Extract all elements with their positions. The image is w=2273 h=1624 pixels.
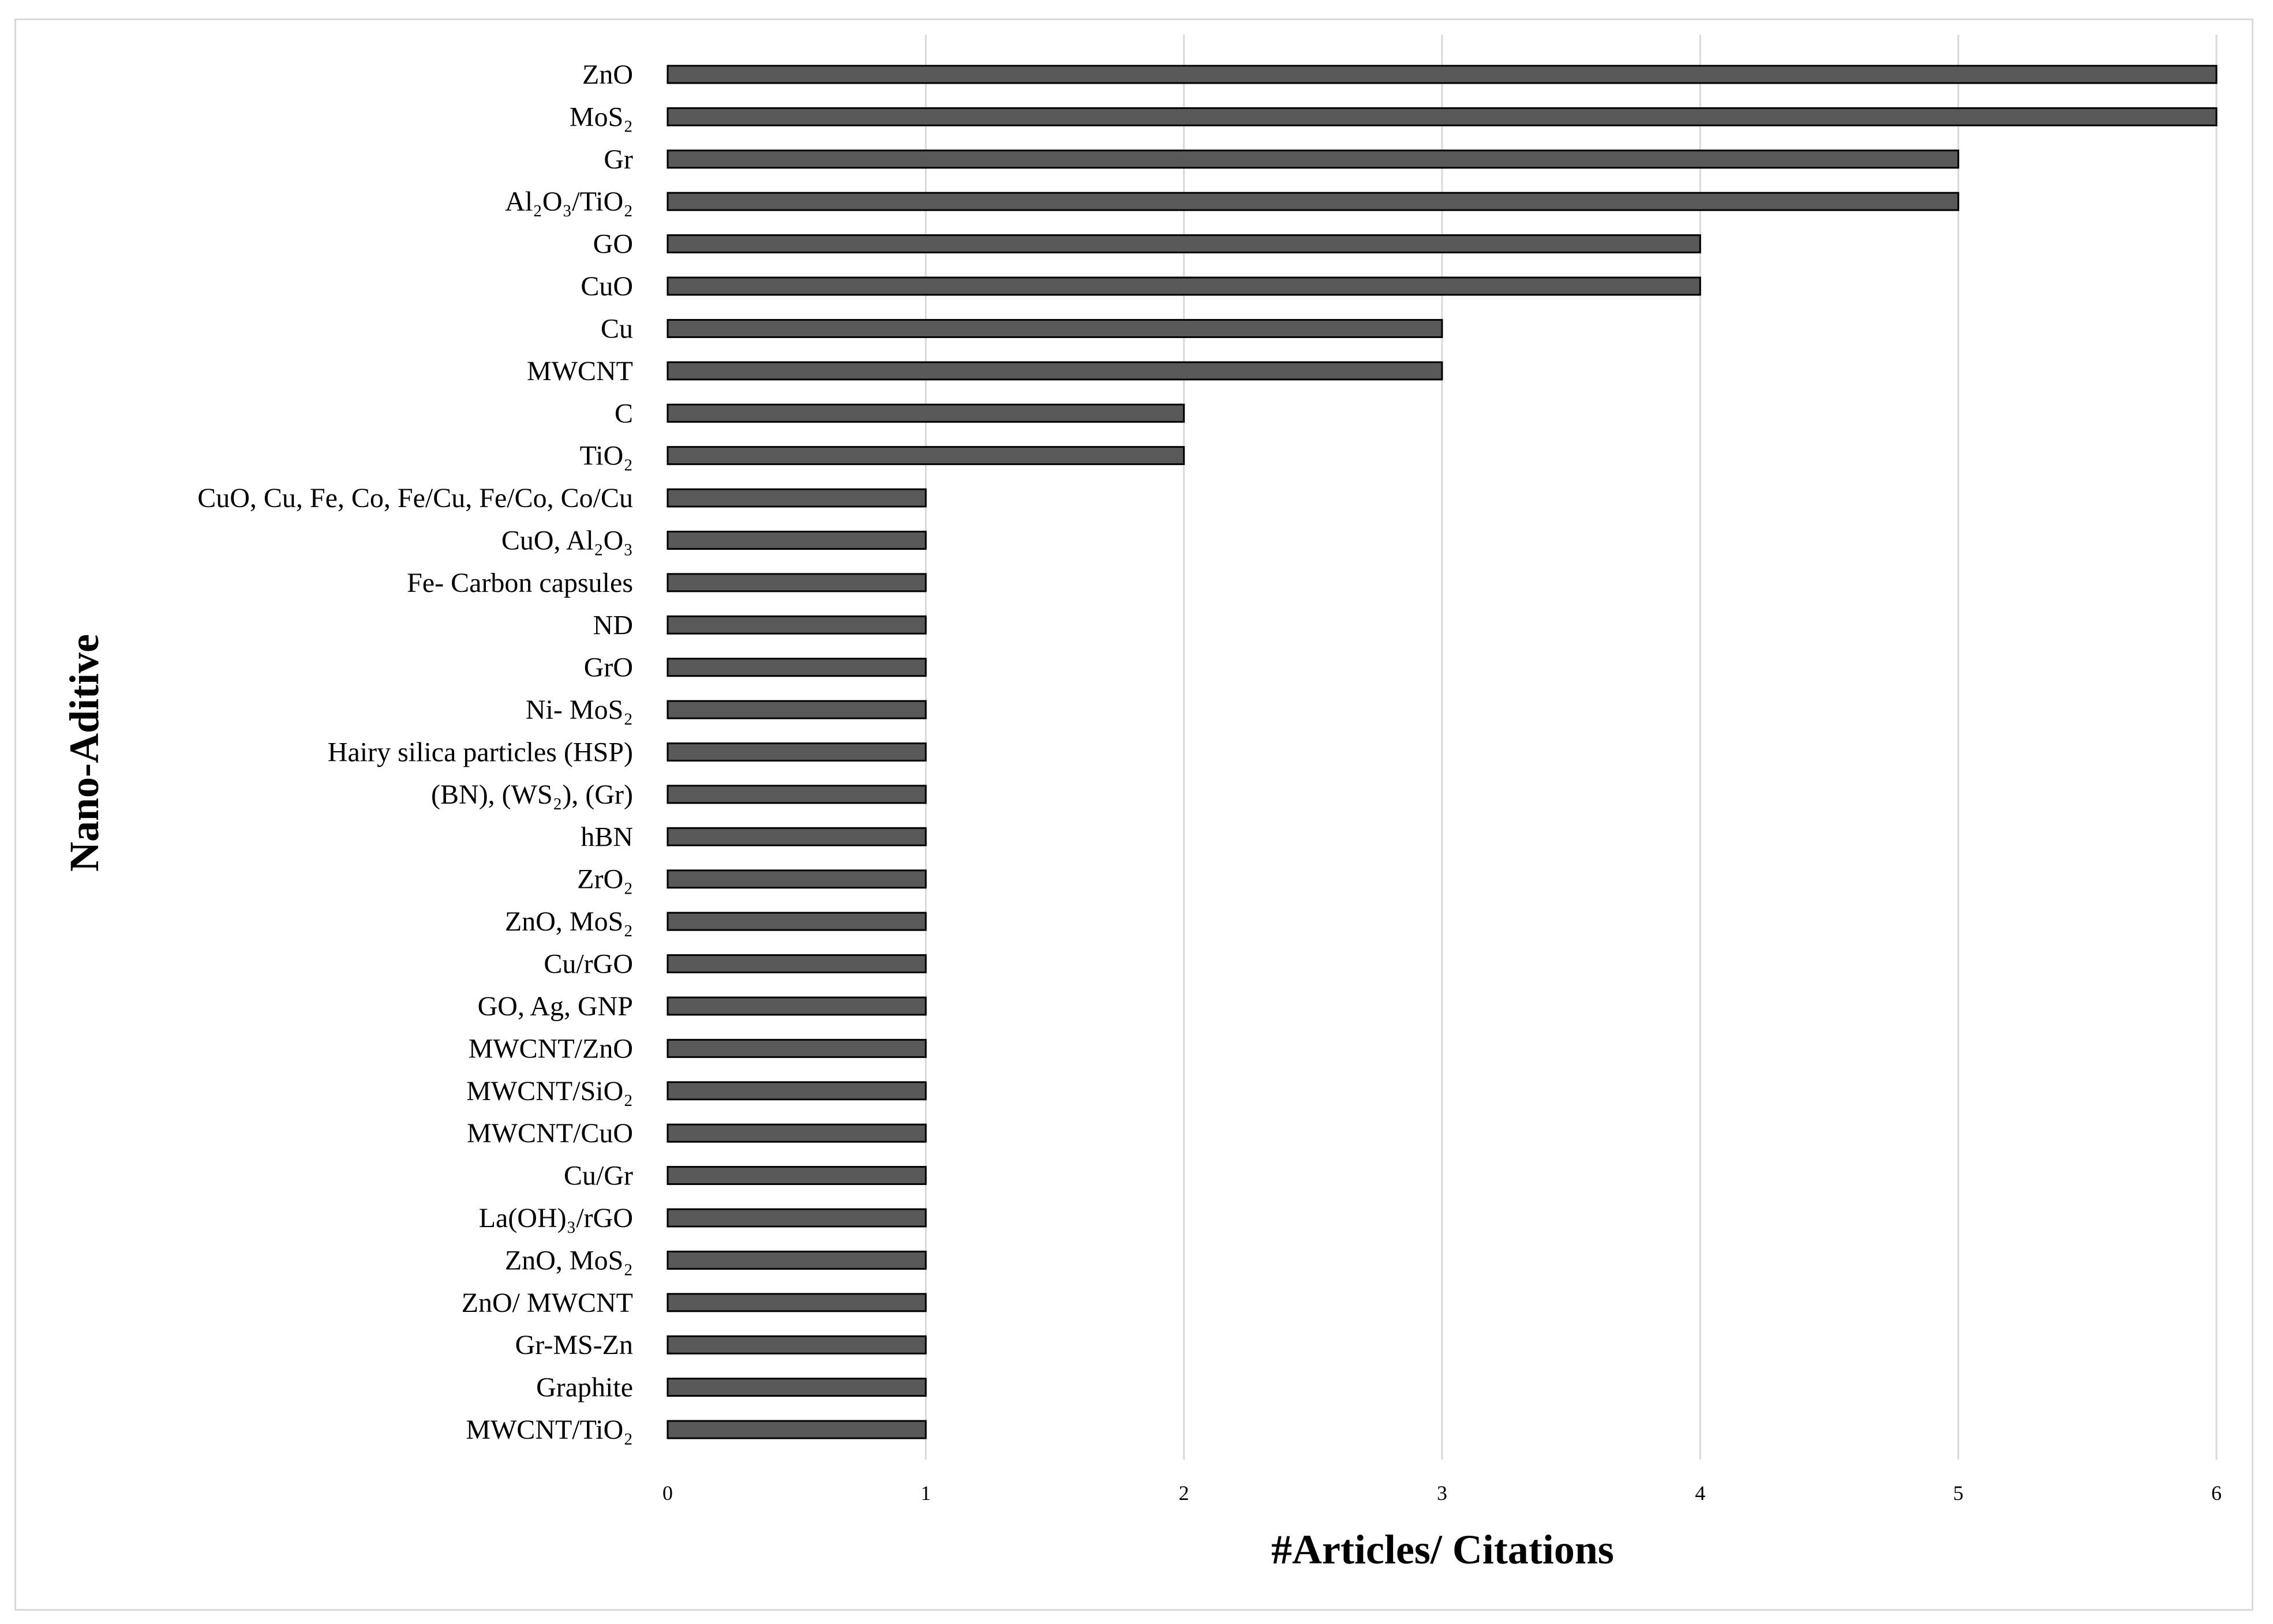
bar bbox=[666, 1378, 927, 1397]
x-tick-label: 6 bbox=[2211, 1482, 2222, 1505]
category-label: Cu/rGO bbox=[544, 949, 633, 980]
bar bbox=[666, 954, 927, 974]
bar bbox=[666, 1038, 927, 1058]
bar bbox=[666, 1123, 927, 1143]
bar bbox=[666, 530, 927, 550]
bar bbox=[666, 488, 927, 508]
category-label: ZnO, MoS₂ bbox=[505, 906, 633, 937]
category-label: MWCNT/TiO₂ bbox=[466, 1415, 633, 1445]
category-label: GO, Ag, GNP bbox=[478, 991, 633, 1022]
x-tick-label: 3 bbox=[1437, 1482, 1447, 1505]
category-label: (BN), (WS₂), (Gr) bbox=[431, 779, 633, 810]
bar bbox=[666, 996, 927, 1016]
category-label: ZnO, MoS₂ bbox=[505, 1245, 633, 1276]
bar bbox=[666, 446, 1185, 466]
category-label: TiO₂ bbox=[580, 441, 633, 471]
x-tick-label: 2 bbox=[1179, 1482, 1189, 1505]
bar bbox=[666, 149, 1960, 169]
category-label: C bbox=[615, 398, 633, 429]
category-label: ZnO/ MWCNT bbox=[462, 1288, 633, 1318]
bar bbox=[666, 318, 1443, 338]
bar bbox=[666, 1166, 927, 1186]
category-label: CuO, Cu, Fe, Co, Fe/Cu, Fe/Co, Co/Cu bbox=[197, 483, 633, 513]
bar bbox=[666, 192, 1960, 211]
bar bbox=[666, 573, 927, 592]
bar bbox=[666, 912, 927, 931]
category-label: ZnO bbox=[582, 59, 633, 90]
category-label: Gr-MS-Zn bbox=[515, 1330, 633, 1360]
bar bbox=[666, 785, 927, 804]
bar bbox=[666, 65, 2218, 84]
category-label: ZrO₂ bbox=[577, 864, 633, 895]
bar bbox=[666, 1208, 927, 1228]
x-tick-labels: 0 1 2 3 4 5 6 bbox=[662, 1482, 2222, 1505]
category-label: Fe- Carbon capsules bbox=[407, 568, 633, 598]
bar bbox=[666, 403, 1185, 423]
category-label: MWCNT bbox=[527, 356, 633, 387]
category-label: MWCNT/CuO bbox=[467, 1118, 633, 1149]
category-label: MWCNT/SiO₂ bbox=[466, 1076, 633, 1107]
category-label: hBN bbox=[581, 822, 633, 852]
category-label: Gr bbox=[604, 144, 633, 175]
category-label: Al₂O₃/TiO₂ bbox=[505, 186, 633, 217]
bar bbox=[666, 1250, 927, 1270]
bar bbox=[666, 658, 927, 677]
bar bbox=[666, 742, 927, 762]
bar bbox=[666, 1335, 927, 1355]
bars bbox=[666, 65, 2218, 1439]
category-label: La(OH)₃/rGO bbox=[479, 1203, 633, 1233]
category-label: GO bbox=[593, 229, 633, 260]
category-labels: ZnO MoS₂ Gr Al₂O₃/TiO₂ GO CuO Cu MWCNT C TiO₂ CuO,… bbox=[197, 59, 633, 1445]
category-label: Ni- MoS₂ bbox=[526, 695, 633, 725]
category-label: MoS₂ bbox=[570, 102, 633, 132]
bar bbox=[666, 107, 2218, 126]
x-axis-title: #Articles/ Citations bbox=[1271, 1527, 1614, 1573]
category-label: CuO bbox=[581, 271, 633, 302]
bar bbox=[666, 1081, 927, 1101]
x-tick-label: 4 bbox=[1695, 1482, 1705, 1505]
x-tick-label: 1 bbox=[920, 1482, 931, 1505]
bar bbox=[666, 615, 927, 635]
bar bbox=[666, 1420, 927, 1439]
category-label: Graphite bbox=[536, 1372, 633, 1403]
bar bbox=[666, 869, 927, 889]
category-label: MWCNT/ZnO bbox=[469, 1033, 633, 1064]
bar bbox=[666, 361, 1443, 381]
category-label: Cu/Gr bbox=[564, 1161, 633, 1191]
x-tick-label: 0 bbox=[662, 1482, 673, 1505]
y-axis-title: Nano-Aditive bbox=[61, 634, 107, 872]
category-label: ND bbox=[593, 610, 633, 640]
bar bbox=[666, 276, 1701, 296]
bar bbox=[666, 700, 927, 719]
x-tick-label: 5 bbox=[1953, 1482, 1964, 1505]
bar bbox=[666, 234, 1701, 254]
bar bbox=[666, 827, 927, 846]
category-label: Hairy silica particles (HSP) bbox=[328, 737, 633, 768]
category-label: Cu bbox=[601, 313, 633, 344]
category-label: CuO, Al₂O₃ bbox=[501, 525, 633, 556]
bar bbox=[666, 1293, 927, 1312]
category-label: GrO bbox=[584, 652, 633, 683]
